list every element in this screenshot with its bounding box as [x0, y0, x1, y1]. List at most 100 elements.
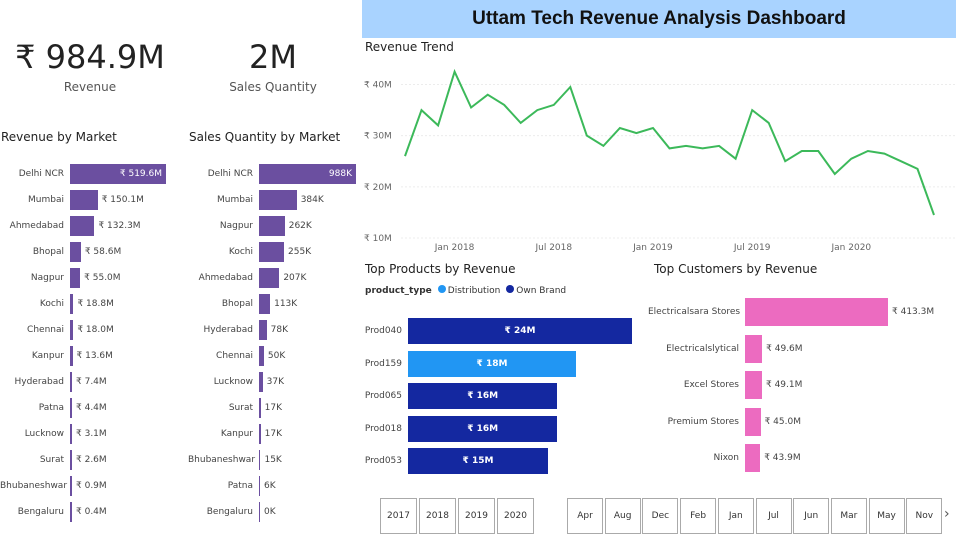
bar-row[interactable]: Excel Stores ₹ 49.1M: [648, 371, 953, 399]
bar[interactable]: [259, 424, 261, 444]
legend-item-own-brand[interactable]: Own Brand: [506, 285, 566, 296]
bar[interactable]: [259, 346, 264, 366]
bar-row[interactable]: Hyderabad 78K: [188, 320, 360, 340]
bar-row[interactable]: Electricalsara Stores ₹ 413.3M: [648, 298, 953, 326]
month-option-aug[interactable]: Aug: [604, 498, 641, 534]
month-option-jun[interactable]: Jun: [793, 498, 830, 534]
bar[interactable]: [259, 450, 261, 470]
bar[interactable]: [259, 294, 271, 314]
bar[interactable]: [408, 318, 632, 344]
bar[interactable]: [70, 398, 72, 418]
year-option-2019[interactable]: 2019: [458, 498, 495, 534]
bar-row[interactable]: Prod018 ₹ 16M: [362, 415, 642, 442]
legend-item-distribution[interactable]: Distribution: [437, 285, 500, 296]
quantity-card[interactable]: 2M Sales Quantity: [183, 38, 363, 94]
bar[interactable]: [408, 415, 558, 442]
bar-row[interactable]: Ahmedabad 207K: [188, 268, 360, 288]
bar-row[interactable]: Bhopal 113K: [188, 294, 360, 314]
bar[interactable]: [259, 216, 285, 236]
bar[interactable]: [259, 268, 280, 288]
bar[interactable]: [259, 190, 297, 210]
top-customers-chart[interactable]: Electricalsara Stores ₹ 413.3M Electricals…: [648, 298, 953, 478]
bar[interactable]: [70, 190, 98, 210]
month-option-apr[interactable]: Apr: [567, 498, 603, 534]
bar[interactable]: [70, 424, 72, 444]
bar-row[interactable]: Bhubaneshwar 15K: [188, 450, 360, 470]
bar-row[interactable]: Bengaluru ₹ 0.4M: [0, 502, 185, 522]
bar[interactable]: [259, 320, 267, 340]
bar[interactable]: [70, 294, 74, 314]
bar-row[interactable]: Nixon ₹ 43.9M: [648, 444, 953, 472]
bar[interactable]: [70, 320, 74, 340]
bar-row[interactable]: Ahmedabad ₹ 132.3M: [0, 216, 185, 236]
bar-row[interactable]: Kochi ₹ 18.8M: [0, 294, 185, 314]
bar-row[interactable]: Kochi 255K: [188, 242, 360, 262]
bar-row[interactable]: Lucknow ₹ 3.1M: [0, 424, 185, 444]
bar[interactable]: [259, 242, 285, 262]
month-option-dec[interactable]: Dec: [642, 498, 679, 534]
bar[interactable]: [70, 450, 72, 470]
bar-row[interactable]: Electricalslytical ₹ 49.6M: [648, 334, 953, 363]
bar[interactable]: [70, 216, 95, 236]
top-products-chart[interactable]: Prod040 ₹ 24M Prod159 ₹ 18M Prod065 ₹ 16M Prod…: [362, 318, 642, 478]
bar[interactable]: [408, 448, 548, 474]
bar[interactable]: [70, 502, 72, 522]
bar-row[interactable]: Surat 17K: [188, 398, 360, 418]
bar-row[interactable]: Chennai 50K: [188, 346, 360, 366]
bar[interactable]: [259, 372, 263, 392]
month-option-jul[interactable]: Jul: [755, 498, 792, 534]
bar-row[interactable]: Nagpur ₹ 55.0M: [0, 268, 185, 288]
bar-row[interactable]: Bengaluru 0K: [188, 502, 360, 522]
revenue-by-market-chart[interactable]: Delhi NCR ₹ 519.6M Mumbai ₹ 150.1M Ahmedabad…: [0, 164, 185, 529]
quantity-by-market-chart[interactable]: Delhi NCR 988K Mumbai 384K Nagpur 262K Kochi 25…: [188, 164, 360, 529]
bar-row[interactable]: Prod040 ₹ 24M: [362, 318, 642, 344]
month-option-nov[interactable]: Nov: [906, 498, 943, 534]
bar-row[interactable]: Chennai ₹ 18.0M: [0, 320, 185, 340]
month-option-jan[interactable]: Jan: [717, 498, 754, 534]
bar-row[interactable]: Hyderabad ₹ 7.4M: [0, 372, 185, 392]
bar[interactable]: [259, 476, 260, 496]
bar-row[interactable]: Premium Stores ₹ 45.0M: [648, 407, 953, 436]
bar-row[interactable]: Surat ₹ 2.6M: [0, 450, 185, 470]
bar-row[interactable]: Delhi NCR 988K: [188, 164, 360, 184]
bar-row[interactable]: Prod159 ₹ 18M: [362, 350, 642, 377]
revenue-trend-line[interactable]: [404, 68, 935, 216]
bar-row[interactable]: Bhubaneshwar ₹ 0.9M: [0, 476, 185, 496]
bar[interactable]: [259, 164, 356, 184]
bar[interactable]: [70, 164, 166, 184]
bar-row[interactable]: Patna 6K: [188, 476, 360, 496]
bar-row[interactable]: Patna ₹ 4.4M: [0, 398, 185, 418]
slicer-next-icon[interactable]: ›: [944, 506, 950, 522]
bar-row[interactable]: Mumbai ₹ 150.1M: [0, 190, 185, 210]
bar-row[interactable]: Kanpur 17K: [188, 424, 360, 444]
bar[interactable]: [70, 372, 72, 392]
bar[interactable]: [745, 407, 761, 436]
bar[interactable]: [70, 346, 73, 366]
bar[interactable]: [70, 476, 72, 496]
bar[interactable]: [745, 298, 888, 326]
bar[interactable]: [259, 502, 260, 522]
month-option-feb[interactable]: Feb: [680, 498, 717, 534]
bar-row[interactable]: Lucknow 37K: [188, 372, 360, 392]
revenue-card[interactable]: ₹ 984.9M Revenue: [0, 38, 180, 94]
year-option-2018[interactable]: 2018: [419, 498, 456, 534]
month-option-mar[interactable]: Mar: [830, 498, 867, 534]
year-option-2017[interactable]: 2017: [380, 498, 417, 534]
bar[interactable]: [745, 371, 762, 399]
bar[interactable]: [745, 334, 763, 363]
month-option-may[interactable]: May: [868, 498, 905, 534]
bar[interactable]: [259, 398, 261, 418]
bar-row[interactable]: Prod065 ₹ 16M: [362, 383, 642, 409]
bar[interactable]: [70, 268, 81, 288]
revenue-trend-chart[interactable]: ₹ 10M ₹ 20M ₹ 30M ₹ 40M Jan 2018 Jul 2018 Jan …: [362, 56, 956, 256]
bar[interactable]: [70, 242, 81, 262]
bar[interactable]: [408, 350, 576, 377]
bar[interactable]: [745, 444, 761, 472]
year-option-2020[interactable]: 2020: [497, 498, 534, 534]
bar-row[interactable]: Kanpur ₹ 13.6M: [0, 346, 185, 366]
bar-row[interactable]: Delhi NCR ₹ 519.6M: [0, 164, 185, 184]
bar[interactable]: [408, 383, 558, 409]
bar-row[interactable]: Nagpur 262K: [188, 216, 360, 236]
bar-row[interactable]: Bhopal ₹ 58.6M: [0, 242, 185, 262]
bar-row[interactable]: Mumbai 384K: [188, 190, 360, 210]
